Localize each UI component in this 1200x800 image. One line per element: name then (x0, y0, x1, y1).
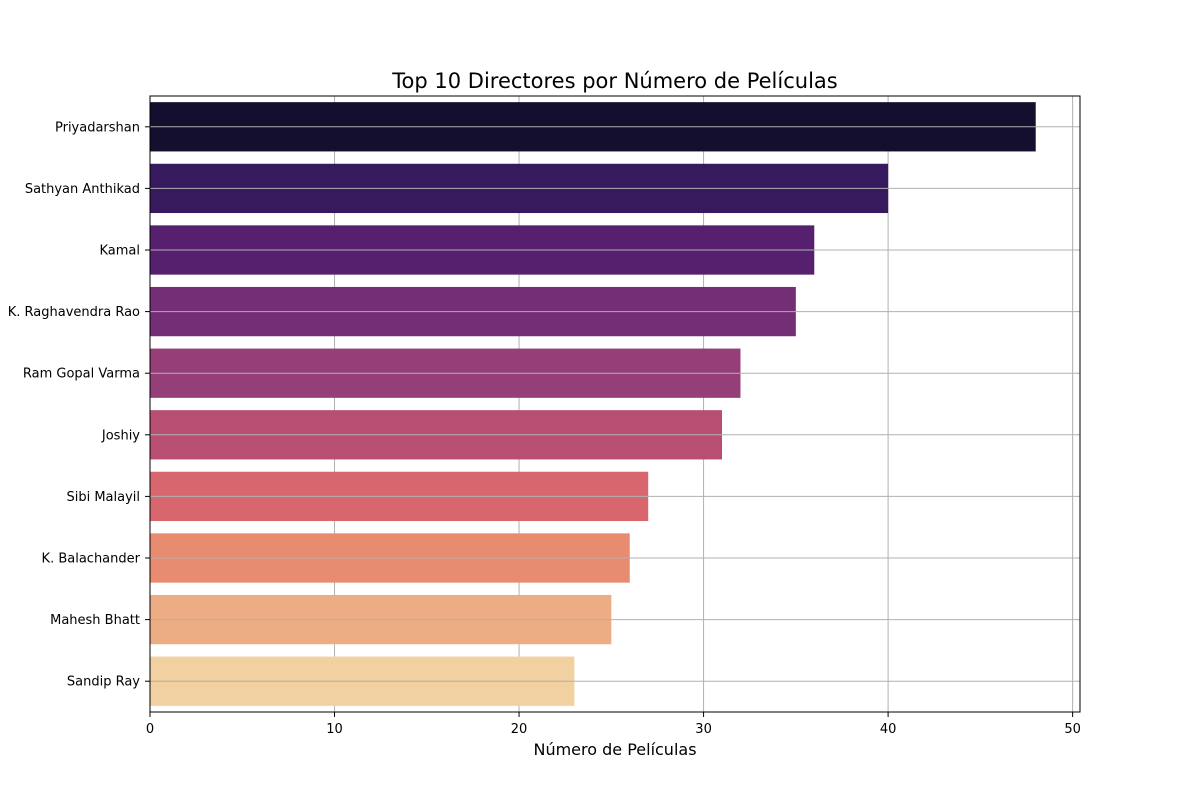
bars-layer (150, 102, 1036, 706)
x-tick-label: 50 (1064, 722, 1081, 737)
y-tick-label: Priyadarshan (55, 120, 140, 135)
x-axis-ticks: 0 10 20 30 40 50 (146, 712, 1081, 737)
y-tick-label: K. Balachander (42, 552, 141, 567)
x-axis-label: Número de Películas (533, 740, 696, 759)
y-tick-label: Joshiy (101, 428, 140, 443)
chart-title: Top 10 Directores por Número de Película… (391, 69, 837, 93)
x-tick-label: 20 (511, 722, 528, 737)
y-tick-label: Mahesh Bhatt (50, 613, 140, 628)
horizontal-grid-layer (150, 126, 1080, 682)
x-tick-label: 10 (326, 722, 343, 737)
y-tick-label: Sathyan Anthikad (25, 182, 140, 197)
x-tick-label: 0 (146, 722, 154, 737)
x-tick-label: 30 (695, 722, 712, 737)
y-tick-label: Sandip Ray (67, 675, 140, 690)
y-tick-label: K. Raghavendra Rao (8, 305, 140, 320)
y-tick-label: Ram Gopal Varma (23, 367, 140, 382)
y-axis-ticks: Priyadarshan Sathyan Anthikad Kamal K. Ragh… (8, 120, 150, 690)
plot-area-frame (149, 95, 1081, 713)
x-tick-label: 40 (880, 722, 897, 737)
y-tick-label: Sibi Malayil (66, 490, 140, 505)
y-tick-label: Kamal (99, 244, 140, 259)
